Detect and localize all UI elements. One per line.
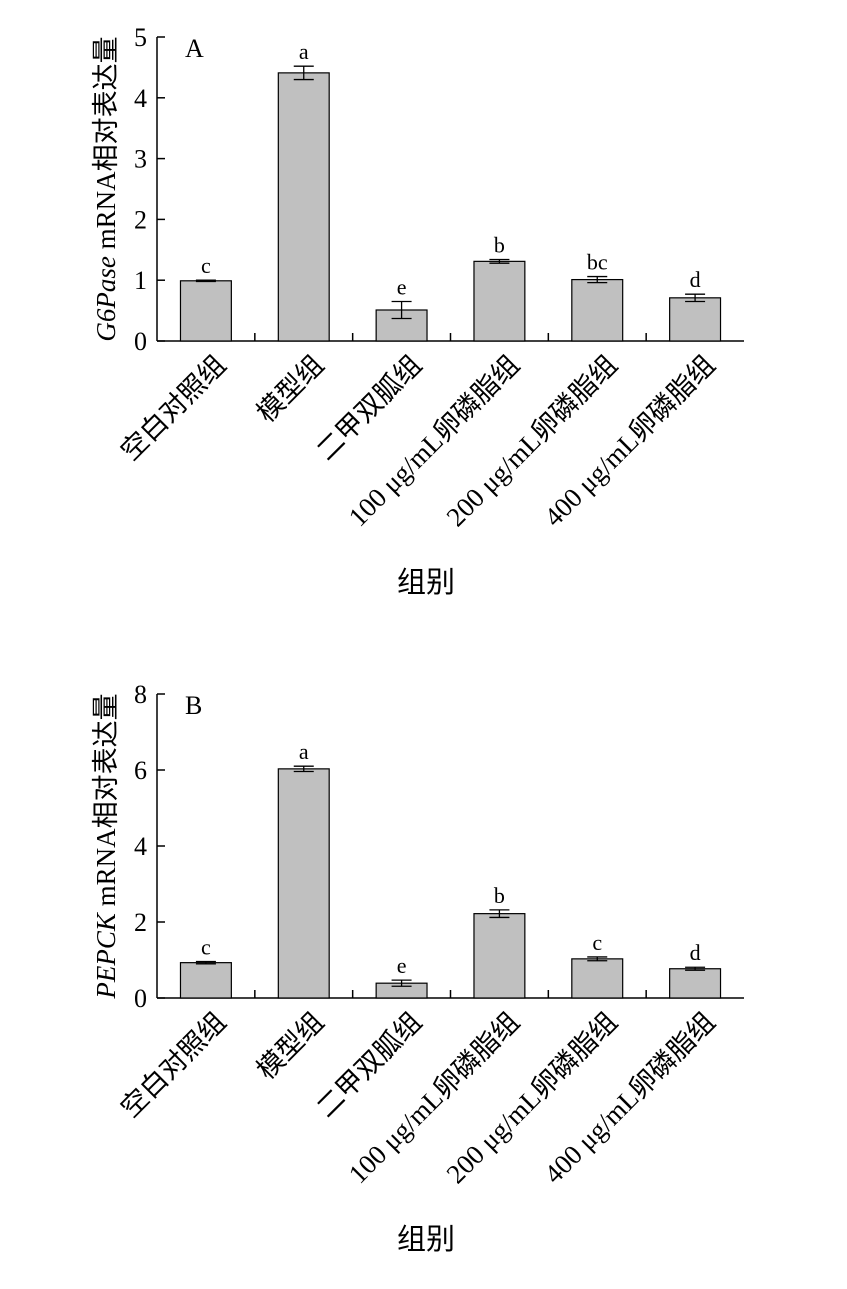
y-tick-label: 4: [134, 84, 147, 113]
x-axis-title: 组别: [397, 1223, 455, 1256]
panel-label: A: [185, 34, 204, 63]
category-label: 100 μg/mL卵磷脂组: [343, 350, 526, 533]
category-label: 200 μg/mL卵磷脂组: [440, 1007, 623, 1190]
significance-letter: c: [592, 930, 602, 955]
bar: [571, 278, 624, 342]
bar: [473, 913, 526, 999]
significance-letter: d: [690, 267, 701, 292]
y-tick-label: 0: [134, 327, 147, 356]
category-label: 400 μg/mL卵磷脂组: [538, 1007, 721, 1190]
significance-letter: e: [397, 953, 407, 978]
bar: [669, 968, 722, 999]
y-axis-title-gene: G6Pase: [91, 256, 121, 341]
y-tick-label: 1: [134, 266, 147, 295]
y-tick-label: 8: [134, 680, 147, 709]
bar: [669, 297, 722, 342]
bar: [571, 958, 624, 999]
bar: [277, 72, 330, 342]
y-tick-label: 5: [134, 23, 147, 52]
category-label: 模型组: [251, 1007, 329, 1085]
category-label: 空白对照组: [115, 1007, 232, 1124]
y-axis-title-text: mRNA相对表达量: [91, 36, 121, 256]
significance-letter: a: [299, 39, 309, 64]
bar: [277, 768, 330, 999]
significance-letter: a: [299, 739, 309, 764]
category-label: 400 μg/mL卵磷脂组: [538, 350, 721, 533]
y-axis-title-gene: PEPCK: [91, 911, 121, 999]
y-axis-title: PEPCK mRNA相对表达量: [91, 693, 121, 999]
y-tick-label: 4: [134, 832, 147, 861]
category-label: 200 μg/mL卵磷脂组: [440, 350, 623, 533]
bar: [179, 962, 232, 999]
bar: [179, 280, 232, 342]
y-axis-title-text: mRNA相对表达量: [91, 693, 121, 913]
y-tick-label: 2: [134, 908, 147, 937]
category-label: 模型组: [251, 350, 329, 428]
panel-label: B: [185, 691, 202, 720]
significance-letter: d: [690, 940, 701, 965]
significance-letter: bc: [587, 250, 608, 275]
category-label: 100 μg/mL卵磷脂组: [343, 1007, 526, 1190]
significance-letter: e: [397, 274, 407, 299]
y-tick-label: 3: [134, 145, 147, 174]
significance-letter: b: [494, 883, 505, 908]
significance-letter: b: [494, 233, 505, 258]
bar: [473, 260, 526, 342]
y-tick-label: 6: [134, 756, 147, 785]
y-tick-label: 0: [134, 984, 147, 1013]
category-label: 空白对照组: [115, 350, 232, 467]
y-axis-title: G6Pase mRNA相对表达量: [91, 36, 121, 341]
x-axis-title: 组别: [397, 566, 455, 599]
y-tick-label: 2: [134, 205, 147, 234]
significance-letter: c: [201, 253, 211, 278]
significance-letter: c: [201, 935, 211, 960]
